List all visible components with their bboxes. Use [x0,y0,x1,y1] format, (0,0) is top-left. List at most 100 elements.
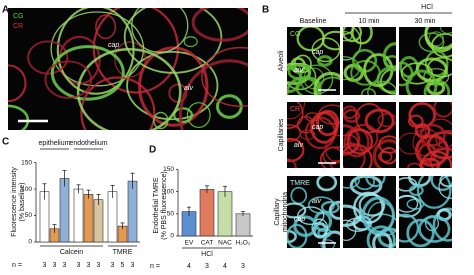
cell-outline [8,64,27,103]
cell-outline [418,32,445,53]
annotation: alv [184,85,193,92]
annotation: cap [312,124,323,131]
column-header: Baseline [300,18,327,25]
annotation: cap [108,42,119,49]
micrograph-texture [287,176,340,248]
cell-outline [316,109,340,137]
cell-outline [50,45,125,101]
cell-outline [44,60,93,99]
cell-outline [432,207,452,242]
group-label: TMRE [113,249,133,256]
cell-outline [418,215,451,243]
cell-outline [379,146,396,165]
cell-outline [343,127,370,158]
micrograph-texture [287,102,340,168]
cell-outline [287,64,303,94]
cell-outline [320,200,340,214]
cell-outline [299,129,316,140]
cell-outline [320,146,340,168]
y-tick-label: 150 [21,159,32,166]
cell-outline [354,176,375,191]
cell-outline [365,176,386,188]
cell-outline [358,193,386,217]
cell-outline [50,11,145,87]
cell-outline [406,218,435,248]
row-label: Alveoli [278,50,285,71]
group-label: epithelium [39,140,71,147]
cell-outline [95,14,117,40]
cell-outline [343,27,363,43]
y-tick-label: 50 [25,212,33,219]
y-tick-label: 50 [167,211,175,218]
group-label: Calcein [60,249,83,256]
n-value: 5 [121,262,125,269]
cell-outline [287,102,304,129]
cell-outline [343,176,360,189]
row-label: mitochondria [282,192,289,232]
group-label: endothelium [69,140,107,147]
cell-outline [201,46,248,108]
cell-outline [311,218,329,238]
cell-outline [179,59,248,130]
micrograph-texture [343,27,396,95]
annotation: cap [294,216,305,223]
panel-letter: A [2,5,9,16]
micrograph-texture [399,176,452,248]
cell-outline [293,54,312,74]
cell-outline [430,176,452,192]
bar [93,199,104,243]
y-axis-label: Fluorescence intensity [11,167,18,237]
cell-outline [433,102,452,118]
cell-outline [399,213,420,243]
cell-outline [435,129,452,150]
micrograph-texture [399,27,452,95]
group-label: HCl [201,251,213,258]
cell-outline [438,176,452,199]
n-value: 3 [131,262,135,269]
cell-outline [415,57,448,83]
cell-outline [420,150,452,168]
n-label: n = [150,263,160,270]
cell-outline [191,8,248,42]
cell-outline [138,46,209,127]
cell-outline [408,102,436,129]
cell-outline [328,200,340,220]
micrographs [8,8,452,248]
bar [217,191,233,237]
cell-outline [153,111,169,130]
cell-outline [329,159,340,168]
row-label: Capillary [274,198,281,226]
y-tick-label: 100 [163,188,174,195]
y-axis-label: Endothelial TMRE [153,177,160,234]
cell-outline [439,27,452,34]
cell-outline [399,194,419,213]
n-label: n = [12,262,22,269]
panel-letter: B [262,5,269,16]
cell-outline [366,213,396,237]
annotation: alv [312,198,321,205]
x-tick-label: EV [185,240,194,247]
cell-outline [186,102,211,129]
cell-outline [322,146,340,165]
stain-label: CG [13,13,24,20]
n-value: 3 [111,262,115,269]
cell-outline [76,47,182,130]
cell-outline [419,123,446,147]
cell-outline [343,105,358,119]
cell-outline [80,76,156,130]
cell-outline [439,176,452,188]
cell-outline [351,27,373,45]
y-tick-label: 100 [21,186,32,193]
cell-outline [183,36,198,48]
cell-outline [377,113,396,128]
cell-outline [408,114,424,128]
micrograph-texture [343,103,396,168]
n-value: 3 [97,262,101,269]
stain-label: TMRE [290,180,310,187]
cell-outline [287,62,317,91]
cell-outline [297,206,325,226]
cell-outline [408,176,432,187]
micrograph-texture [8,8,248,130]
cell-outline [114,41,146,78]
cell-outline [126,50,219,121]
